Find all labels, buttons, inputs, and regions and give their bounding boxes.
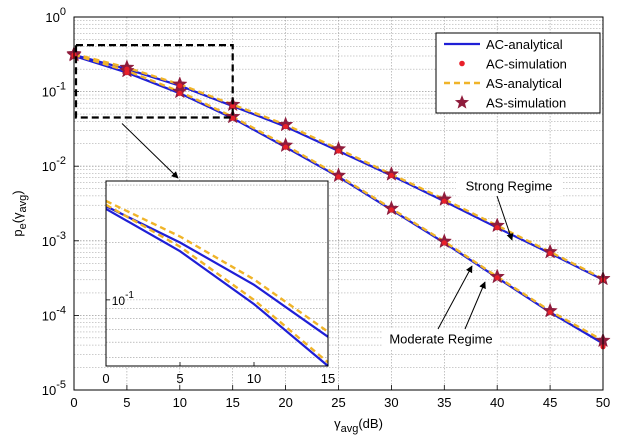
moderate-regime-arrow-2	[464, 281, 486, 330]
moderate-regime-arrow-1	[437, 265, 473, 330]
inset-x-tick-label: 15	[321, 371, 335, 386]
legend-ac-simulation-swatch	[459, 60, 465, 67]
x-tick-label: 40	[490, 395, 504, 410]
ac-simulation-point	[547, 250, 553, 256]
ac-simulation-point	[441, 198, 447, 204]
ac-simulation-point	[177, 83, 183, 89]
ac-simulation-point	[283, 144, 289, 150]
y-tick-label: 10-5	[42, 379, 66, 398]
inset-ac-analytical-line	[105, 205, 329, 338]
ac-simulation-point	[547, 309, 553, 315]
legend-label: AS-analytical	[486, 76, 562, 91]
x-tick-label: 50	[596, 395, 610, 410]
ac-simulation-point	[335, 148, 342, 154]
inset-as-analytical-line	[105, 203, 329, 364]
strong-regime-label: Strong Regime	[466, 179, 553, 194]
moderate-regime-label-bg	[382, 329, 500, 349]
legend-label: AC-analytical	[486, 37, 563, 52]
x-axis-label: γavg(dB)	[334, 416, 383, 435]
x-tick-label: 0	[70, 395, 77, 410]
moderate-regime-label: Moderate Regime	[389, 332, 492, 347]
ac-simulation-point	[230, 115, 236, 121]
inset-x-tick-label: 0	[102, 371, 109, 386]
x-tick-label: 30	[384, 395, 398, 410]
inset-x-tick-label: 5	[176, 371, 183, 386]
ac-simulation-point	[494, 225, 500, 231]
x-tick-label: 5	[123, 395, 130, 410]
y-tick-label: 10-1	[42, 81, 66, 100]
y-tick-label: 100	[45, 6, 66, 25]
ac-simulation-point	[177, 90, 183, 96]
inset-grid	[106, 184, 328, 358]
x-tick-label: 25	[331, 395, 345, 410]
ac-simulation-point	[388, 172, 394, 179]
x-tick-label: 10	[173, 395, 187, 410]
legend-label: AS-simulation	[486, 96, 566, 111]
zoom-arrow	[121, 123, 179, 179]
zoom-region-box	[74, 44, 234, 119]
y-tick-label: 10-3	[42, 230, 66, 249]
plot-frame	[73, 16, 604, 391]
ac-simulation-point	[494, 275, 500, 281]
ac-simulation-point	[124, 69, 130, 76]
inset-as-analytical-line	[105, 199, 329, 333]
x-tick-label: 45	[543, 395, 557, 410]
inset-x-tick-label: 10	[247, 371, 261, 386]
inset-ac-analytical-line	[105, 207, 329, 367]
legend: AC-analytical AC-simulation AS-analytical A…	[435, 32, 601, 114]
inset-frame	[105, 180, 329, 367]
ac-simulation-point	[388, 207, 394, 213]
inset-series-layer	[105, 199, 329, 367]
y-tick-label: 10-4	[42, 304, 66, 323]
ac-simulation-point	[230, 103, 236, 109]
legend-label: AC-simulation	[486, 57, 567, 72]
y-axis-label: pe(γavg)	[10, 190, 29, 236]
x-tick-label: 15	[225, 395, 239, 410]
x-tick-label: 20	[278, 395, 292, 410]
y-tick-label: 10-2	[42, 155, 66, 174]
inset-y-tick-label: 10-1	[112, 290, 135, 308]
ac-simulation-point	[441, 240, 447, 246]
ac-simulation-point	[283, 123, 289, 130]
legend-as-simulation-swatch	[454, 95, 470, 109]
strong-regime-label-bg	[456, 176, 562, 196]
strong-regime-arrow	[496, 195, 514, 241]
x-tick-label: 35	[437, 395, 451, 410]
ac-simulation-point	[335, 174, 342, 180]
